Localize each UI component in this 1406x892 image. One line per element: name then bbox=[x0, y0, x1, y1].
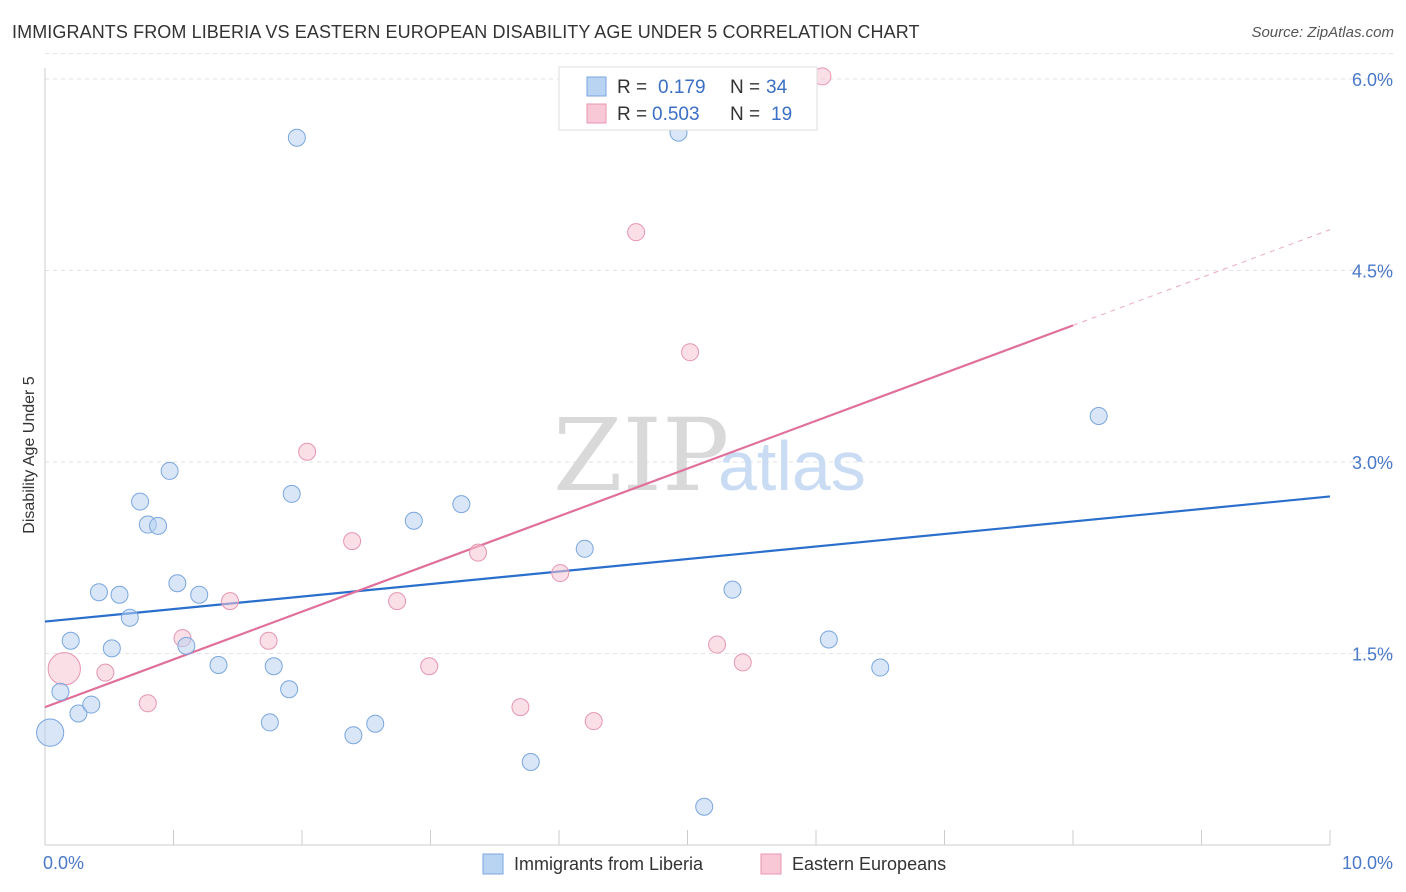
watermark-zip: ZIP bbox=[553, 397, 729, 514]
trendline-liberia bbox=[44, 495, 1331, 623]
point-liberia bbox=[260, 713, 279, 732]
stats-swatch-eastern bbox=[586, 103, 607, 124]
point-eastern bbox=[708, 635, 727, 654]
point-eastern bbox=[420, 657, 439, 676]
gridlines bbox=[45, 52, 1393, 654]
axes bbox=[44, 68, 1331, 846]
point-liberia bbox=[695, 797, 714, 816]
trendline-eastern bbox=[44, 324, 1074, 709]
point-eastern bbox=[681, 343, 700, 362]
stats-r-label-1: R = bbox=[617, 77, 647, 98]
point-eastern bbox=[551, 564, 570, 583]
point-liberia bbox=[282, 484, 301, 503]
point-liberia bbox=[344, 726, 363, 745]
stats-box: R = 0.179 N = 34 R = 0.503 N = 19 bbox=[558, 66, 818, 131]
point-eastern bbox=[733, 653, 752, 672]
point-liberia bbox=[120, 608, 139, 627]
y-tick-label: 4.5% bbox=[1352, 261, 1393, 281]
point-liberia bbox=[723, 580, 742, 599]
stats-n-value-2: 19 bbox=[771, 104, 792, 125]
legend-label-liberia: Immigrants from Liberia bbox=[514, 854, 704, 874]
point-eastern bbox=[298, 442, 317, 461]
point-liberia bbox=[69, 704, 88, 723]
stats-r-value-1: 0.179 bbox=[658, 77, 706, 98]
point-eastern bbox=[221, 592, 240, 611]
point-eastern bbox=[47, 652, 81, 686]
y-axis-label: Disability Age Under 5 bbox=[21, 376, 38, 534]
point-liberia bbox=[264, 657, 283, 676]
point-eastern bbox=[584, 712, 603, 731]
point-eastern bbox=[343, 532, 362, 551]
y-tick-labels: 1.5% 3.0% 4.5% 6.0% bbox=[1352, 70, 1393, 665]
legend-swatch-eastern bbox=[760, 853, 782, 875]
point-liberia bbox=[160, 461, 179, 480]
y-tick-label: 1.5% bbox=[1352, 644, 1393, 664]
point-liberia bbox=[190, 585, 209, 604]
stats-n-label-2: N = bbox=[730, 104, 760, 125]
point-liberia bbox=[131, 492, 150, 511]
point-liberia bbox=[287, 128, 306, 147]
data-points bbox=[36, 67, 1108, 816]
point-liberia bbox=[89, 583, 108, 602]
point-eastern bbox=[469, 543, 488, 562]
point-liberia bbox=[404, 511, 423, 530]
stats-r-label-2: R = bbox=[617, 104, 647, 125]
stats-r-value-2: 0.503 bbox=[652, 104, 700, 125]
point-liberia bbox=[819, 630, 838, 649]
point-eastern bbox=[259, 631, 278, 650]
y-tick-label: 3.0% bbox=[1352, 453, 1393, 473]
stats-n-value-1: 34 bbox=[766, 77, 788, 98]
point-eastern bbox=[388, 592, 407, 611]
trendlines bbox=[44, 229, 1331, 709]
point-liberia bbox=[177, 636, 196, 655]
point-liberia bbox=[102, 639, 121, 658]
point-liberia bbox=[168, 574, 187, 593]
trendline-eastern-extension bbox=[1072, 229, 1331, 326]
point-liberia bbox=[36, 718, 65, 747]
point-liberia bbox=[452, 495, 471, 514]
point-liberia bbox=[149, 516, 168, 535]
legend-swatch-liberia bbox=[482, 853, 504, 875]
stats-swatch-liberia bbox=[586, 76, 607, 97]
legend: Immigrants from Liberia Eastern European… bbox=[482, 853, 946, 875]
point-liberia bbox=[521, 753, 540, 772]
point-liberia bbox=[575, 539, 594, 558]
source-label: Source: ZipAtlas.com bbox=[1251, 24, 1394, 41]
point-eastern bbox=[511, 698, 530, 717]
point-liberia bbox=[209, 655, 228, 674]
legend-label-eastern: Eastern Europeans bbox=[792, 854, 946, 874]
stats-n-label-1: N = bbox=[730, 77, 760, 98]
point-liberia bbox=[280, 680, 299, 699]
point-liberia bbox=[366, 714, 385, 733]
watermark-atlas: atlas bbox=[718, 427, 866, 505]
x-tick-label-max: 10.0% bbox=[1342, 853, 1393, 873]
x-tick-label-min: 0.0% bbox=[43, 853, 84, 873]
point-eastern bbox=[627, 223, 646, 242]
point-liberia bbox=[871, 658, 890, 677]
point-liberia bbox=[1089, 407, 1108, 426]
chart-title: IMMIGRANTS FROM LIBERIA VS EASTERN EUROP… bbox=[12, 22, 920, 42]
point-liberia bbox=[82, 695, 101, 714]
point-liberia bbox=[110, 585, 129, 604]
point-liberia bbox=[51, 682, 70, 701]
y-tick-label: 6.0% bbox=[1352, 70, 1393, 90]
point-eastern bbox=[96, 663, 115, 682]
point-liberia bbox=[61, 631, 80, 650]
point-eastern bbox=[138, 694, 157, 713]
